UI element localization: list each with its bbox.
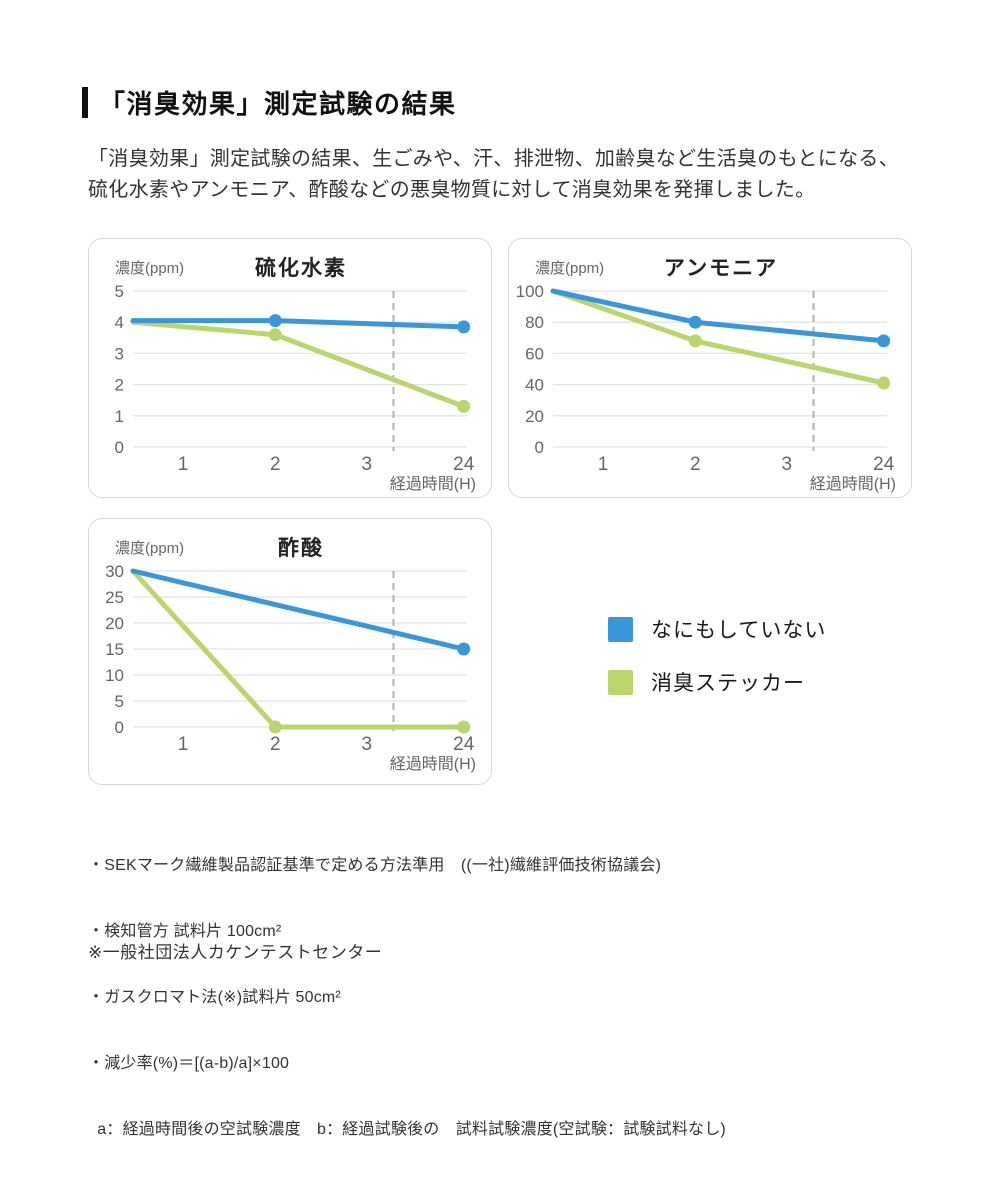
x-tick-label: 1: [598, 454, 609, 475]
footnote-line: a：経過時間後の空試験濃度 b：経過試験後の 試料試験濃度(空試験：試験試料なし…: [88, 1121, 726, 1138]
y-tick-label: 1: [115, 407, 124, 426]
y-tick-label: 20: [525, 407, 544, 426]
legend-swatch-green-icon: [608, 669, 633, 695]
y-tick-label: 5: [115, 692, 124, 711]
legend-swatch-blue-icon: [608, 616, 633, 642]
series-line: [130, 568, 467, 652]
x-tick-label: 2: [270, 454, 281, 475]
y-axis-label: 濃度(ppm): [535, 260, 604, 277]
data-point-marker: [457, 320, 471, 334]
x-tick-label: 3: [362, 734, 373, 755]
data-point-marker: [457, 642, 471, 656]
intro-line-2: 硫化水素やアンモニア、酢酸などの悪臭物質に対して消臭効果を発揮しました。: [88, 179, 816, 201]
legend-item-deodorant-sticker: 消臭ステッカー: [608, 667, 826, 697]
legend-label-untreated: なにもしていない: [651, 619, 827, 642]
chart-legend: なにもしていない 消臭ステッカー: [608, 614, 826, 697]
x-tick-label: 2: [270, 734, 281, 755]
series-line: [130, 319, 467, 409]
y-axis-label: 濃度(ppm): [115, 260, 184, 277]
legend-item-untreated: なにもしていない: [608, 614, 826, 644]
data-point-marker: [457, 720, 471, 734]
data-point-marker: [268, 328, 282, 342]
y-tick-label: 30: [105, 562, 124, 581]
y-tick-label: 0: [115, 438, 124, 457]
y-tick-label: 60: [525, 344, 544, 363]
series-line: [550, 288, 887, 344]
y-tick-label: 25: [105, 588, 124, 607]
y-tick-label: 40: [525, 376, 544, 395]
x-axis-label: 経過時間(H): [810, 475, 896, 493]
y-tick-label: 2: [115, 376, 124, 395]
x-tick-label: 24: [453, 454, 475, 475]
data-point-marker: [688, 315, 702, 329]
x-tick-label: 24: [873, 454, 895, 475]
chart-title: 酢酸: [278, 536, 324, 560]
data-point-marker: [877, 376, 891, 390]
y-axis-label: 濃度(ppm): [115, 540, 184, 557]
chart-panel-ammonia: 0 20 40 60 80 100 1 2 3 24 濃度(ppm) アンモニア経過時間(H): [508, 238, 912, 498]
x-tick-label: 3: [362, 454, 373, 475]
legend-label-deodorant-sticker: 消臭ステッカー: [651, 672, 805, 695]
footnote-line: ・ガスクロマト法(※)試料片 50cm²: [88, 989, 341, 1006]
chart-title: 硫化水素: [255, 256, 347, 280]
footnote-line: ・検知管方 試料片 100cm²: [88, 923, 282, 940]
data-point-marker: [688, 334, 702, 348]
title-bar-mark: [82, 87, 88, 118]
x-tick-label: 24: [453, 734, 475, 755]
y-tick-label: 3: [115, 344, 124, 363]
intro-line-1: 「消臭効果」測定試験の結果、生ごみや、汗、排泄物、加齢臭など生活臭のもとになる、: [88, 148, 899, 170]
x-tick-label: 1: [178, 454, 189, 475]
y-tick-label: 0: [115, 718, 124, 737]
footnote-reference: ※一般社団法人カケンテストセンター: [88, 943, 383, 962]
data-point-marker: [268, 314, 282, 328]
footnote-line: ・減少率(%)＝[(a-b)/a]×100: [88, 1055, 290, 1072]
chart-panel-hydrogen-sulfide: 0 1 2 3 4 5 1 2 3 24 濃度(ppm) 硫化水素経過時間(H): [88, 238, 492, 498]
data-point-marker: [877, 334, 891, 348]
y-tick-label: 10: [105, 666, 124, 685]
footnotes: ・SEKマーク繊維製品認証基準で定める方法準用 ((一社)繊維評価技術協議会) …: [88, 811, 726, 1185]
y-tick-label: 80: [525, 313, 544, 332]
y-tick-label: 4: [115, 313, 124, 332]
page-header: 「消臭効果」測定試験の結果: [82, 84, 457, 121]
intro-paragraph: 「消臭効果」測定試験の結果、生ごみや、汗、排泄物、加齢臭など生活臭のもとになる、…: [88, 144, 899, 206]
data-point-marker: [457, 399, 471, 413]
data-point-marker: [268, 720, 282, 734]
y-tick-label: 0: [535, 438, 544, 457]
x-tick-label: 3: [782, 454, 793, 475]
x-axis-label: 経過時間(H): [390, 475, 476, 493]
x-tick-label: 2: [690, 454, 701, 475]
x-axis-label: 経過時間(H): [390, 755, 476, 773]
footnote-line: ・SEKマーク繊維製品認証基準で定める方法準用 ((一社)繊維評価技術協議会): [88, 857, 662, 874]
y-tick-label: 15: [105, 640, 124, 659]
page: 「消臭効果」測定試験の結果 「消臭効果」測定試験の結果、生ごみや、汗、排泄物、加…: [82, 84, 912, 1138]
y-tick-label: 5: [115, 282, 124, 301]
y-tick-label: 100: [516, 282, 544, 301]
chart-panel-acetic-acid: 0 5 10 15 20 25 30 1 2 3 24 濃度(ppm) 酢酸経過時間(H): [88, 518, 492, 785]
y-tick-label: 20: [105, 614, 124, 633]
chart-title: アンモニア: [664, 257, 778, 280]
page-title: 「消臭効果」測定試験の結果: [99, 89, 457, 119]
x-tick-label: 1: [178, 734, 189, 755]
